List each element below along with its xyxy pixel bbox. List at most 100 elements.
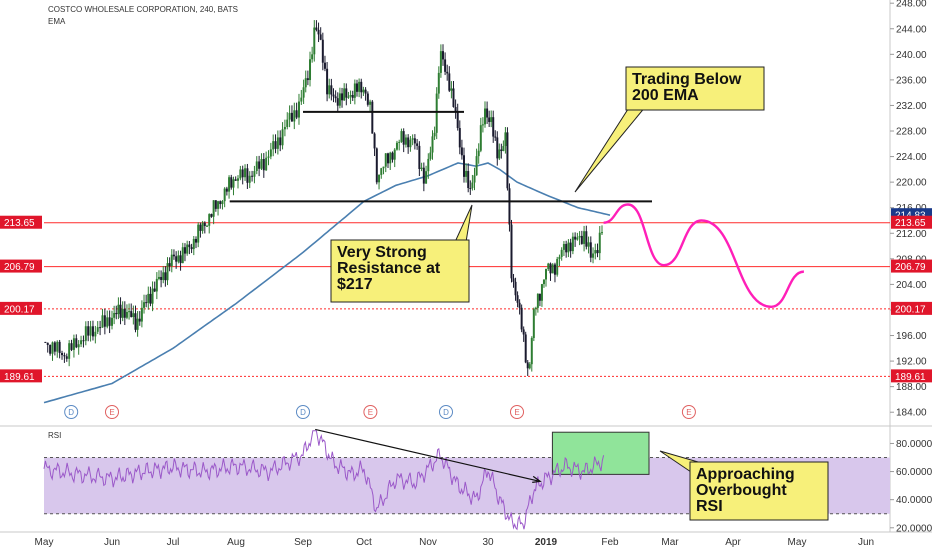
candle-body bbox=[355, 83, 358, 92]
candle-body bbox=[479, 125, 482, 151]
candle-body bbox=[452, 88, 455, 107]
price-label-bg bbox=[891, 301, 932, 315]
candle-body bbox=[545, 269, 547, 280]
candle-body bbox=[454, 106, 457, 112]
axis-layer: 248.00 244.00 240.00 236.00 232.00 228.00 224.… bbox=[35, 0, 932, 548]
candle-body bbox=[219, 201, 222, 205]
candle-body bbox=[450, 88, 453, 91]
candle-body bbox=[343, 88, 346, 101]
candle-body bbox=[77, 344, 80, 348]
candle-body bbox=[369, 101, 372, 105]
y-tick-label: 220.00 bbox=[896, 178, 927, 189]
candle-body bbox=[188, 244, 191, 248]
y-tick-label: 192.00 bbox=[896, 357, 927, 368]
candle-body bbox=[121, 308, 124, 318]
rsi-tick-label: 80.0000 bbox=[896, 439, 932, 450]
callout-resistance-line: Very Strong bbox=[337, 244, 427, 261]
y-tick-label: 248.00 bbox=[896, 0, 927, 10]
rsi-trendline bbox=[315, 428, 541, 482]
candle-body bbox=[444, 59, 447, 72]
candle-body bbox=[332, 94, 335, 97]
candle-body bbox=[239, 169, 242, 179]
candle-body bbox=[183, 247, 186, 254]
candle-body bbox=[279, 137, 282, 146]
candle-body bbox=[384, 153, 387, 167]
y-tick-label: 184.00 bbox=[896, 408, 927, 419]
candle-body bbox=[106, 317, 109, 327]
candle-body bbox=[486, 108, 489, 118]
candle-body bbox=[151, 288, 154, 304]
candle-body bbox=[223, 188, 226, 202]
x-tick-label: May bbox=[788, 537, 807, 548]
candle-body bbox=[347, 96, 350, 98]
candle-body bbox=[170, 254, 173, 267]
earnings-marker-label: E bbox=[514, 408, 519, 417]
candle-body bbox=[123, 308, 126, 318]
candle-body bbox=[155, 278, 158, 292]
candle-body bbox=[446, 71, 449, 74]
candle-body bbox=[431, 136, 434, 153]
candle-body bbox=[471, 182, 474, 189]
candle-body bbox=[288, 112, 291, 120]
candle-body bbox=[488, 117, 491, 122]
candle-body bbox=[244, 168, 247, 178]
candle-body bbox=[136, 318, 139, 330]
callout-resistance-line: $217 bbox=[337, 276, 373, 293]
candle-body bbox=[380, 168, 383, 175]
candle-body bbox=[362, 89, 365, 93]
candle-body bbox=[467, 170, 470, 189]
dividend-marker-icon bbox=[64, 405, 79, 419]
candle-body bbox=[601, 232, 603, 234]
candle-body bbox=[536, 293, 539, 308]
candle-body bbox=[413, 138, 416, 144]
candle-body bbox=[206, 225, 209, 227]
candle-body bbox=[425, 171, 428, 184]
candle-body bbox=[290, 112, 293, 122]
dividend-marker-label: D bbox=[68, 408, 74, 417]
candle-body bbox=[538, 293, 541, 301]
candle-body bbox=[253, 171, 256, 177]
candle-body bbox=[528, 364, 531, 369]
candle-body bbox=[516, 295, 519, 303]
candle-body bbox=[549, 263, 552, 274]
candle-body bbox=[217, 201, 220, 209]
candle-body bbox=[46, 342, 49, 345]
candle-body bbox=[315, 27, 318, 30]
x-tick-label: Apr bbox=[725, 537, 741, 548]
candle-body bbox=[349, 95, 352, 97]
candle-body bbox=[272, 141, 275, 150]
callout-overbought-line: Overbought bbox=[696, 482, 787, 499]
candle-body bbox=[433, 132, 436, 137]
candle-body bbox=[578, 235, 581, 238]
candle-body bbox=[437, 72, 440, 94]
candle-body bbox=[576, 237, 579, 240]
candle-body bbox=[49, 344, 52, 354]
candle-body bbox=[68, 343, 71, 359]
earnings-marker-icon bbox=[363, 405, 378, 419]
candle-body bbox=[232, 179, 235, 188]
y-tick-label: 240.00 bbox=[896, 50, 927, 61]
callout-trading-below-line: 200 EMA bbox=[632, 87, 699, 104]
indicator-label: EMA bbox=[48, 17, 66, 26]
candle-body bbox=[351, 95, 354, 98]
candle-body bbox=[321, 39, 324, 63]
projection-layer bbox=[603, 203, 805, 308]
candle-body bbox=[246, 168, 249, 183]
candle-body bbox=[63, 355, 66, 357]
candle-body bbox=[492, 117, 495, 137]
price-label-right: 189.61 bbox=[895, 372, 926, 383]
callout-overbought-line: Approaching bbox=[696, 466, 795, 483]
candle-body bbox=[260, 159, 263, 169]
candle-body bbox=[311, 54, 314, 60]
candle-body bbox=[580, 235, 583, 244]
earnings-marker-label: E bbox=[686, 408, 691, 417]
candle-body bbox=[366, 93, 369, 105]
y-tick-label: 228.00 bbox=[896, 127, 927, 138]
candle-body bbox=[168, 263, 171, 267]
candle-body bbox=[387, 153, 389, 164]
candle-body bbox=[532, 309, 535, 338]
candle-body bbox=[65, 356, 68, 359]
candle-body bbox=[330, 85, 333, 95]
candle-body bbox=[248, 175, 251, 183]
